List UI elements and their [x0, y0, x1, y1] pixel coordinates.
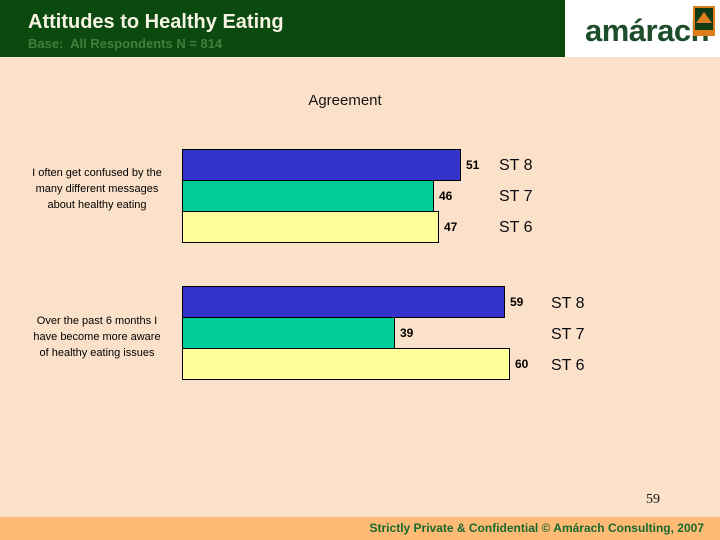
- bar-row: 47: [182, 211, 479, 243]
- group-label-line: many different messages: [35, 183, 159, 195]
- bar-row: 60: [182, 348, 528, 380]
- group-label-line: Over the past 6 months I: [36, 315, 158, 327]
- bar-st-6: [182, 348, 510, 380]
- hourglass-icon: [693, 6, 715, 36]
- confidentiality-notice: Strictly Private & Confidential © Amárac…: [369, 521, 704, 535]
- group-label-line: have become more aware: [33, 331, 161, 343]
- amarach-logo: amárach: [565, 0, 720, 57]
- bar-value-label: 60: [515, 357, 529, 371]
- group-label: Over the past 6 months I have become more…: [22, 313, 172, 361]
- series-label: ST 6: [499, 219, 533, 236]
- bar-value-label: 51: [466, 158, 480, 172]
- amarach-wordmark: amárach: [585, 13, 710, 48]
- bar-st-7: [182, 317, 395, 349]
- page-number: 59: [646, 492, 660, 507]
- series-label: ST 8: [499, 157, 533, 174]
- bar-row: 46: [182, 180, 479, 212]
- series-label: ST 8: [551, 295, 585, 312]
- group-label-line: about healthy eating: [47, 199, 147, 211]
- group-label-line: I often get confused by the: [32, 167, 162, 179]
- series-label-column: ST 8 ST 7 ST 6: [499, 150, 533, 243]
- bar-group: 51 46 47: [182, 149, 479, 243]
- hourglass-icon-triangle: [696, 12, 712, 23]
- bar-st-8: [182, 286, 505, 318]
- chart-title: Agreement: [308, 92, 382, 109]
- series-label: ST 7: [551, 326, 585, 343]
- group-label-line: of healthy eating issues: [39, 347, 155, 359]
- series-label: ST 7: [499, 188, 533, 205]
- series-label-column: ST 8 ST 7 ST 6: [551, 288, 585, 381]
- bar-st-7: [182, 180, 434, 212]
- bar-st-6: [182, 211, 439, 243]
- bar-value-label: 47: [444, 220, 458, 234]
- bar-row: 51: [182, 149, 479, 181]
- bar-value-label: 39: [400, 326, 414, 340]
- base-respondents-note: Base: All Respondents N = 814: [28, 36, 223, 51]
- series-label: ST 6: [551, 357, 585, 374]
- hourglass-icon-inner: [695, 8, 713, 30]
- bar-value-label: 46: [439, 189, 453, 203]
- bar-group: 59 39 60: [182, 286, 528, 380]
- group-label: I often get confused by the many differen…: [22, 165, 172, 213]
- bar-st-8: [182, 149, 461, 181]
- bar-value-label: 59: [510, 295, 524, 309]
- slide-title: Attitudes to Healthy Eating: [28, 11, 284, 33]
- bar-row: 39: [182, 317, 528, 349]
- footer-bar: Strictly Private & Confidential © Amárac…: [0, 517, 720, 540]
- bar-row: 59: [182, 286, 528, 318]
